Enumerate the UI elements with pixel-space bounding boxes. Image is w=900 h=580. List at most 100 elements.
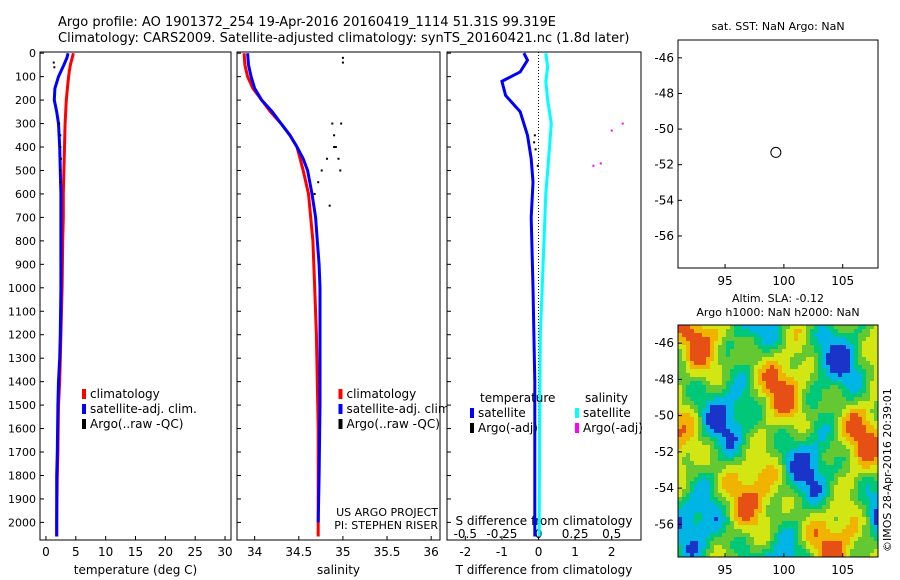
sla-cell — [794, 333, 798, 337]
sla-cell — [690, 425, 694, 429]
sla-cell — [698, 461, 702, 465]
sla-cell — [762, 385, 766, 389]
sla-cell — [770, 373, 774, 377]
sla-cell — [874, 525, 878, 529]
sla-cell — [814, 509, 818, 513]
sla-cell — [726, 445, 730, 449]
sla-cell — [698, 369, 702, 373]
sla-cell — [794, 349, 798, 353]
sla-cell — [698, 385, 702, 389]
sla-cell — [842, 449, 846, 453]
sla-cell — [866, 377, 870, 381]
sla-cell — [694, 449, 698, 453]
sla-cell — [798, 357, 802, 361]
sla-cell — [750, 549, 754, 553]
sla-cell — [786, 457, 790, 461]
sla-cell — [714, 465, 718, 469]
y-tick-label: -48 — [654, 372, 674, 386]
sla-cell — [694, 485, 698, 489]
sla-cell — [786, 421, 790, 425]
sla-cell — [830, 409, 834, 413]
sla-cell — [782, 505, 786, 509]
sla-cell — [822, 369, 826, 373]
sla-cell — [686, 473, 690, 477]
sla-cell — [734, 445, 738, 449]
sla-cell — [742, 477, 746, 481]
sla-cell — [770, 445, 774, 449]
sla-cell — [858, 357, 862, 361]
sla-cell — [766, 489, 770, 493]
sla-cell — [714, 517, 718, 521]
sla-cell — [802, 341, 806, 345]
sla-cell — [718, 529, 722, 533]
sla-cell — [850, 397, 854, 401]
sla-cell — [822, 393, 826, 397]
sla-cell — [710, 533, 714, 537]
sla-cell — [730, 409, 734, 413]
sla-cell — [842, 357, 846, 361]
sla-cell — [758, 505, 762, 509]
sla-cell — [766, 429, 770, 433]
sla-cell — [870, 517, 874, 521]
sla-cell — [710, 501, 714, 505]
sla-cell — [854, 465, 858, 469]
sla-cell — [678, 469, 682, 473]
sla-cell — [702, 421, 706, 425]
sla-cell — [822, 497, 826, 501]
sla-cell — [742, 525, 746, 529]
sla-cell — [834, 537, 838, 541]
sla-cell — [722, 425, 726, 429]
sla-cell — [718, 525, 722, 529]
sla-cell — [782, 481, 786, 485]
sla-cell — [862, 357, 866, 361]
sla-cell — [810, 425, 814, 429]
sla-cell — [726, 369, 730, 373]
sla-cell — [782, 349, 786, 353]
sla-cell — [862, 397, 866, 401]
sla-cell — [686, 341, 690, 345]
sla-cell — [754, 421, 758, 425]
sla-cell — [866, 525, 870, 529]
sla-cell — [710, 409, 714, 413]
sla-cell — [794, 405, 798, 409]
sla-cell — [822, 525, 826, 529]
sla-cell — [678, 465, 682, 469]
sla-cell — [698, 465, 702, 469]
sla-cell — [842, 457, 846, 461]
sla-cell — [846, 545, 850, 549]
sla-cell — [738, 549, 742, 553]
sla-cell — [750, 425, 754, 429]
sla-cell — [678, 549, 682, 553]
sla-cell — [738, 441, 742, 445]
sla-cell — [782, 489, 786, 493]
sla-cell — [874, 433, 878, 437]
sla-cell — [866, 545, 870, 549]
sla-cell — [766, 325, 770, 329]
sla-cell — [814, 473, 818, 477]
x-tick-label: 30 — [217, 545, 232, 559]
sla-cell — [706, 433, 710, 437]
sla-cell — [834, 409, 838, 413]
sla-cell — [710, 413, 714, 417]
sla-cell — [802, 337, 806, 341]
sla-cell — [846, 481, 850, 485]
sla-cell — [678, 337, 682, 341]
sla-cell — [814, 341, 818, 345]
sla-cell — [750, 437, 754, 441]
sla-cell — [714, 525, 718, 529]
sla-cell — [850, 497, 854, 501]
sla-cell — [678, 417, 682, 421]
sla-cell — [726, 481, 730, 485]
sla-cell — [826, 485, 830, 489]
sla-cell — [738, 341, 742, 345]
sla-cell — [774, 541, 778, 545]
sla-cell — [718, 549, 722, 553]
sla-cell — [874, 349, 878, 353]
sla-cell — [702, 481, 706, 485]
sla-cell — [682, 501, 686, 505]
sla-cell — [862, 493, 866, 497]
sla-cell — [830, 425, 834, 429]
sla-cell — [722, 389, 726, 393]
sla-cell — [762, 533, 766, 537]
sla-cell — [790, 329, 794, 333]
